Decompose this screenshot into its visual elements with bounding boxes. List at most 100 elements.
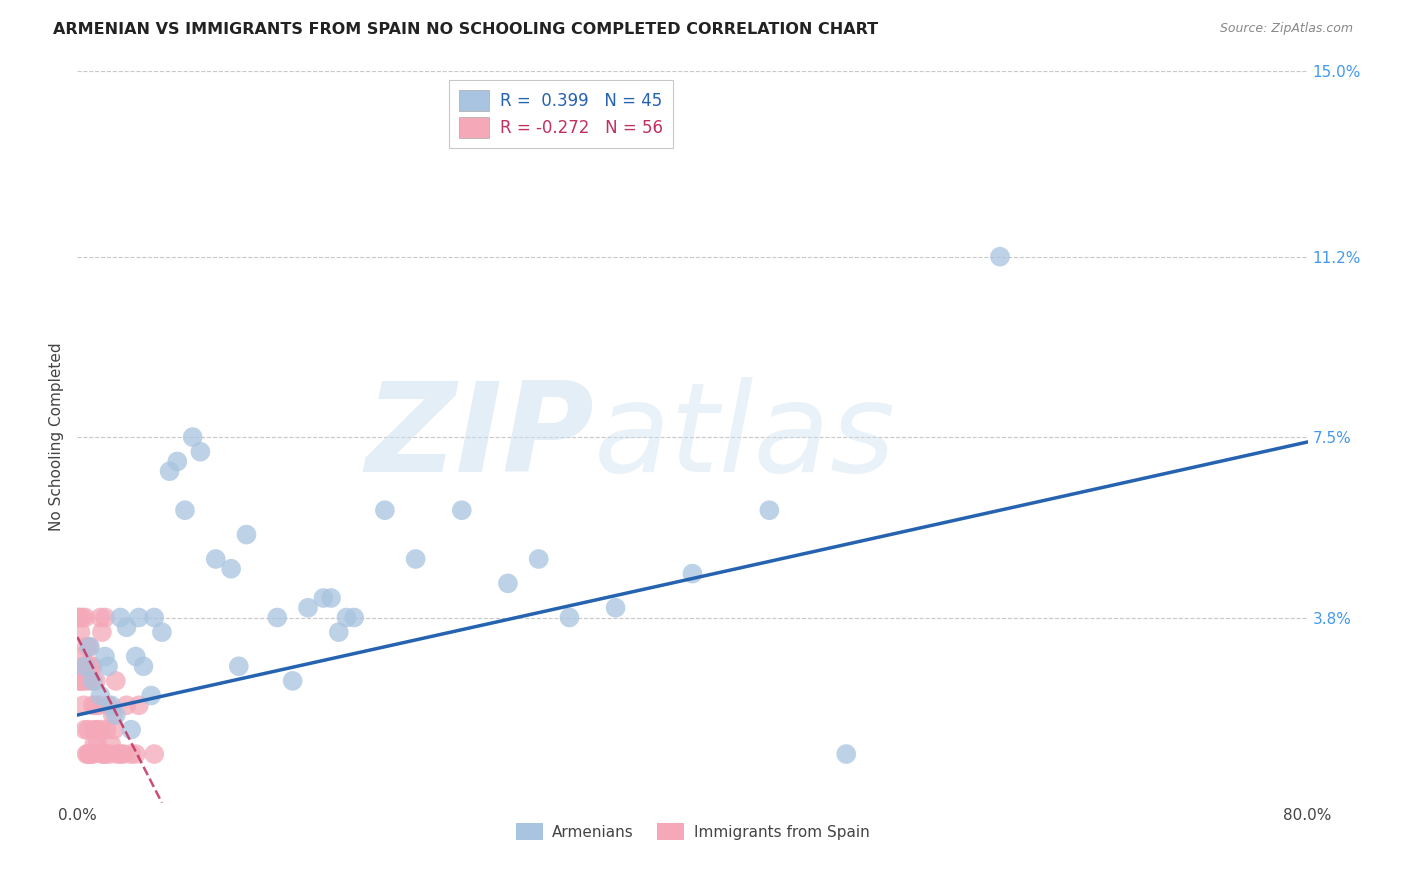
- Point: [374, 503, 396, 517]
- Point: [82, 698, 104, 713]
- Point: [69, 625, 91, 640]
- Point: [166, 454, 188, 468]
- Point: [97, 698, 120, 713]
- Point: [82, 673, 104, 688]
- Point: [143, 610, 166, 624]
- Point: [120, 747, 142, 761]
- Point: [120, 723, 142, 737]
- Point: [89, 723, 111, 737]
- Point: [70, 610, 93, 624]
- Point: [100, 737, 122, 751]
- Text: Source: ZipAtlas.com: Source: ZipAtlas.com: [1219, 22, 1353, 36]
- Point: [72, 698, 94, 713]
- Y-axis label: No Schooling Completed: No Schooling Completed: [49, 343, 65, 532]
- Point: [125, 649, 148, 664]
- Point: [101, 708, 124, 723]
- Point: [83, 723, 105, 737]
- Point: [235, 527, 257, 541]
- Point: [758, 503, 780, 517]
- Point: [128, 610, 150, 624]
- Point: [98, 747, 121, 761]
- Point: [112, 747, 135, 761]
- Point: [605, 600, 627, 615]
- Point: [125, 747, 148, 761]
- Point: [115, 698, 138, 713]
- Point: [94, 649, 117, 664]
- Point: [72, 659, 94, 673]
- Point: [128, 698, 150, 713]
- Point: [335, 610, 357, 624]
- Point: [97, 659, 120, 673]
- Point: [100, 698, 122, 713]
- Point: [181, 430, 204, 444]
- Point: [89, 610, 111, 624]
- Point: [77, 659, 100, 673]
- Point: [105, 747, 128, 761]
- Point: [682, 566, 704, 581]
- Point: [86, 723, 108, 737]
- Point: [988, 250, 1011, 264]
- Point: [110, 747, 132, 761]
- Point: [115, 620, 138, 634]
- Point: [343, 610, 366, 624]
- Point: [70, 673, 93, 688]
- Point: [82, 747, 104, 761]
- Point: [174, 503, 197, 517]
- Point: [79, 640, 101, 654]
- Point: [80, 659, 103, 673]
- Point: [79, 747, 101, 761]
- Point: [90, 747, 114, 761]
- Point: [297, 600, 319, 615]
- Point: [110, 610, 132, 624]
- Text: ARMENIAN VS IMMIGRANTS FROM SPAIN NO SCHOOLING COMPLETED CORRELATION CHART: ARMENIAN VS IMMIGRANTS FROM SPAIN NO SCH…: [53, 22, 879, 37]
- Point: [87, 698, 110, 713]
- Point: [527, 552, 550, 566]
- Point: [73, 659, 96, 673]
- Point: [83, 737, 105, 751]
- Text: atlas: atlas: [595, 376, 896, 498]
- Point: [79, 640, 101, 654]
- Point: [104, 673, 127, 688]
- Point: [204, 552, 226, 566]
- Point: [69, 673, 91, 688]
- Point: [328, 625, 350, 640]
- Point: [281, 673, 304, 688]
- Point: [73, 673, 96, 688]
- Point: [70, 649, 93, 664]
- Point: [73, 610, 96, 624]
- Point: [141, 689, 163, 703]
- Point: [84, 698, 107, 713]
- Point: [84, 673, 107, 688]
- Point: [103, 723, 125, 737]
- Point: [835, 747, 858, 761]
- Point: [94, 610, 117, 624]
- Point: [94, 747, 117, 761]
- Point: [90, 625, 114, 640]
- Point: [150, 625, 173, 640]
- Point: [76, 659, 98, 673]
- Point: [80, 747, 103, 761]
- Point: [79, 673, 101, 688]
- Point: [89, 689, 111, 703]
- Point: [219, 562, 242, 576]
- Point: [405, 552, 427, 566]
- Point: [82, 659, 104, 673]
- Point: [143, 747, 166, 761]
- Point: [558, 610, 581, 624]
- Point: [67, 610, 90, 624]
- Point: [93, 747, 115, 761]
- Legend: Armenians, Immigrants from Spain: Armenians, Immigrants from Spain: [509, 816, 876, 847]
- Point: [159, 464, 181, 478]
- Point: [73, 723, 96, 737]
- Point: [96, 723, 118, 737]
- Point: [266, 610, 288, 624]
- Point: [77, 747, 100, 761]
- Point: [450, 503, 472, 517]
- Point: [66, 610, 89, 624]
- Point: [67, 673, 90, 688]
- Point: [132, 659, 155, 673]
- Point: [228, 659, 250, 673]
- Point: [312, 591, 335, 605]
- Point: [319, 591, 342, 605]
- Point: [496, 576, 519, 591]
